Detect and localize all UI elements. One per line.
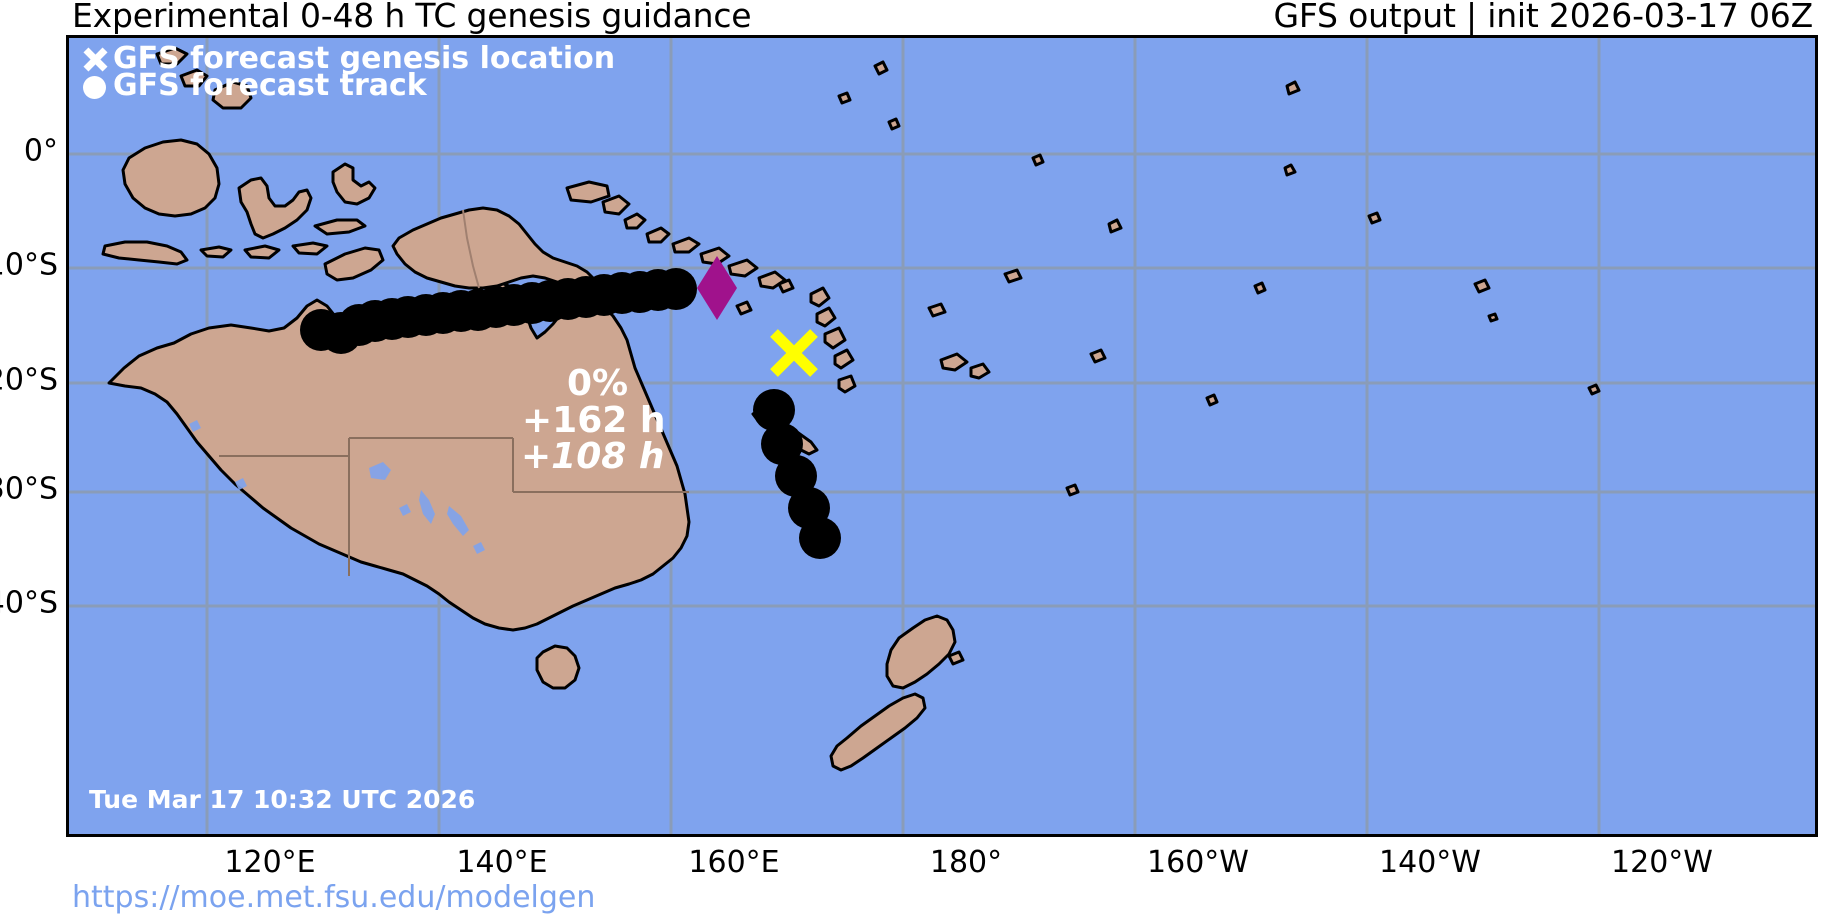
solomon-island-6 bbox=[623, 212, 647, 230]
pacific-islet-11 bbox=[1003, 268, 1023, 284]
vanuatu-island-3 bbox=[823, 326, 847, 350]
nz-north-island bbox=[885, 614, 957, 690]
timor-landmass bbox=[323, 246, 385, 282]
y-tick-label: 30°S bbox=[0, 471, 58, 507]
sunda-island-1 bbox=[199, 245, 233, 259]
vanuatu-island-2 bbox=[815, 306, 837, 328]
pacific-islet-14 bbox=[1031, 153, 1045, 167]
map-canvas bbox=[69, 38, 1815, 834]
inland-river-1 bbox=[419, 490, 435, 524]
solomon-island-3 bbox=[699, 246, 731, 266]
x-tick-label: 140°E bbox=[456, 845, 548, 880]
forecast-track-markers bbox=[300, 268, 841, 559]
fiji-island-2 bbox=[969, 362, 991, 380]
inland-water-3 bbox=[399, 504, 411, 516]
solomon-island-4 bbox=[727, 258, 759, 278]
header-bar: Experimental 0-48 h TC genesis guidance … bbox=[0, 0, 1831, 38]
sulawesi-landmass bbox=[237, 176, 313, 240]
y-tick-label: 10°S bbox=[0, 247, 58, 283]
map-timestamp: Tue Mar 17 10:32 UTC 2026 bbox=[89, 785, 476, 814]
pacific-islet-16 bbox=[947, 650, 965, 666]
inland-river-2 bbox=[447, 506, 469, 536]
sunda-island-3 bbox=[291, 241, 329, 256]
mindanao-landmass bbox=[211, 80, 253, 110]
x-tick-label: 120°W bbox=[1611, 845, 1713, 880]
fiji-island-1 bbox=[939, 352, 969, 372]
nz-south-island bbox=[829, 692, 927, 772]
y-tick-label: 40°S bbox=[0, 585, 58, 621]
australia-state-borders bbox=[219, 437, 689, 576]
current-position-diamond bbox=[697, 256, 737, 320]
vanuatu-island-1 bbox=[809, 286, 831, 308]
y-tick-label: 20°S bbox=[0, 362, 58, 398]
pacific-islet-6 bbox=[1367, 211, 1382, 225]
java-landmass bbox=[101, 240, 189, 266]
track-dot bbox=[799, 517, 841, 559]
pacific-islet-1 bbox=[1089, 348, 1107, 364]
halmahera-landmass bbox=[331, 162, 377, 206]
pacific-islet-17 bbox=[1205, 393, 1219, 407]
track-dot bbox=[655, 268, 697, 310]
pacific-islet-10 bbox=[1253, 281, 1267, 295]
x-tick-label: 180° bbox=[929, 845, 1003, 880]
seram-landmass bbox=[313, 218, 367, 236]
inland-water-2 bbox=[189, 420, 201, 432]
pacific-islet-18 bbox=[927, 302, 947, 318]
lake-eyre bbox=[369, 462, 391, 480]
pacific-islet-15 bbox=[873, 60, 889, 76]
pacific-islet-2 bbox=[1285, 80, 1301, 96]
x-tick-label: 160°W bbox=[1147, 845, 1249, 880]
inland-water-4 bbox=[473, 542, 485, 554]
pacific-islet-8 bbox=[1487, 312, 1499, 323]
vanuatu-island-4 bbox=[833, 348, 855, 370]
pacific-islet-13 bbox=[837, 91, 852, 105]
track-dot bbox=[753, 389, 795, 431]
model-init-label: GFS output | init 2026-03-17 06Z bbox=[1273, 0, 1813, 35]
pacific-islet-19 bbox=[735, 300, 753, 316]
pacific-islet-12 bbox=[887, 117, 901, 131]
track-dot bbox=[775, 455, 817, 497]
inland-water-5 bbox=[235, 478, 247, 490]
inland-water bbox=[125, 394, 485, 554]
sunda-island-2 bbox=[243, 244, 281, 260]
borneo-landmass bbox=[121, 138, 221, 218]
pacific-islet-4 bbox=[1283, 163, 1297, 177]
landmasses bbox=[101, 46, 1601, 772]
x-tick-label: 140°W bbox=[1379, 845, 1481, 880]
source-url-link[interactable]: https://moe.met.fsu.edu/modelgen bbox=[72, 880, 596, 915]
x-tick-label: 120°E bbox=[224, 845, 316, 880]
pacific-islet-9 bbox=[1587, 383, 1601, 396]
philippine-island-1 bbox=[179, 68, 209, 88]
new-britain-landmass bbox=[565, 180, 611, 204]
genesis-location-marker bbox=[770, 329, 818, 377]
pacific-islet-7 bbox=[1065, 483, 1080, 497]
pacific-islet-20 bbox=[777, 278, 795, 294]
philippine-island-2 bbox=[155, 46, 189, 66]
inland-water-1 bbox=[125, 394, 141, 406]
y-tick-label: 0° bbox=[23, 133, 58, 169]
page-title: Experimental 0-48 h TC genesis guidance bbox=[72, 0, 752, 35]
track-dot bbox=[761, 423, 803, 465]
pacific-islet-5 bbox=[1473, 278, 1491, 294]
vanuatu-island-5 bbox=[837, 374, 857, 394]
solomon-island-2 bbox=[671, 236, 701, 254]
x-tick-label: 160°E bbox=[688, 845, 780, 880]
pacific-islet-3 bbox=[1107, 218, 1123, 234]
bougainville-landmass bbox=[601, 194, 631, 216]
map-panel[interactable]: GFS forecast genesis location GFS foreca… bbox=[66, 35, 1818, 837]
new-guinea-border bbox=[462, 209, 480, 289]
tasmania-landmass bbox=[535, 644, 581, 690]
solomon-island-1 bbox=[645, 226, 671, 244]
